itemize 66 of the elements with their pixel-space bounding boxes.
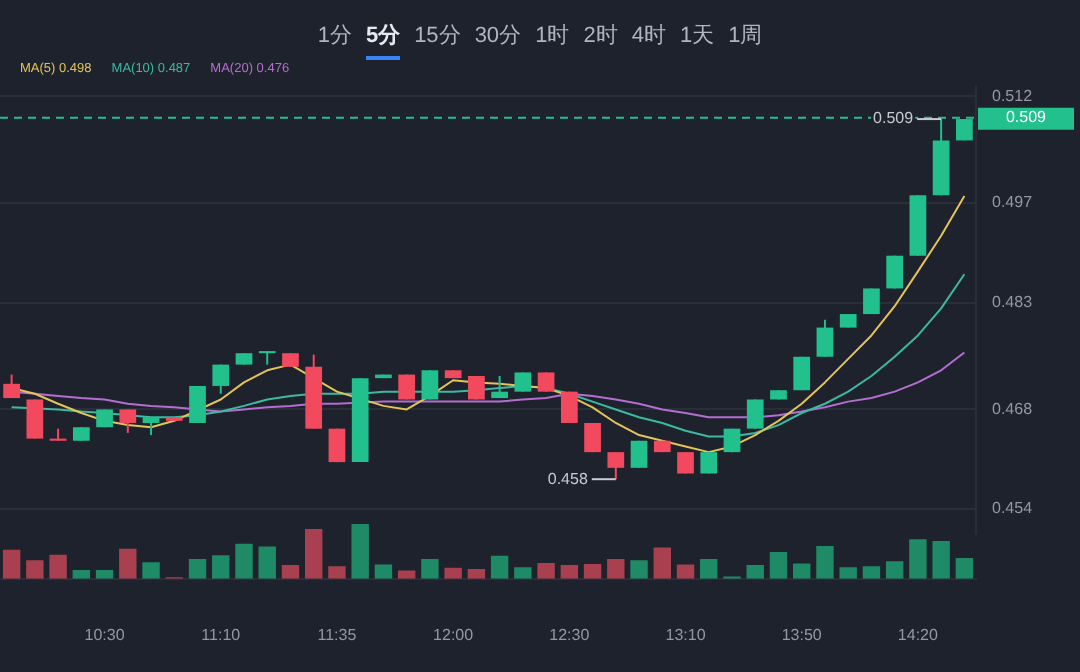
- bar: [26, 560, 44, 579]
- bar: [839, 567, 857, 579]
- x-tick-label: 11:10: [201, 626, 242, 645]
- x-tick-label: 14:20: [897, 626, 940, 645]
- candlestick: [560, 390, 578, 424]
- bar: [188, 559, 207, 579]
- bar: [700, 559, 718, 579]
- bar: [955, 557, 974, 579]
- bar: [2, 549, 21, 579]
- y-tick-label: 0.512: [992, 86, 1034, 105]
- x-tick-label: 11:35: [317, 626, 358, 645]
- bar: [909, 539, 927, 579]
- candlestick: [119, 408, 137, 434]
- bar: [932, 540, 950, 579]
- bar: [514, 567, 532, 579]
- y-tick-label: 0.468: [992, 399, 1034, 418]
- y-tick-label: 0.454: [992, 499, 1034, 518]
- bar: [351, 524, 369, 579]
- candlestick: [514, 371, 532, 393]
- ref-line-label: 0.509: [1005, 108, 1048, 127]
- bar: [235, 543, 253, 579]
- chart-title: 1分 5分 15分 30分 1时 2时 4时 1天 1周: [317, 24, 763, 48]
- bar: [281, 565, 300, 579]
- bar: [746, 565, 764, 579]
- x-tick-label: 13:10: [665, 626, 707, 645]
- candlestick: [189, 384, 206, 424]
- annotation: 0.458: [547, 469, 589, 488]
- x-tick-label: 12:00: [433, 626, 475, 645]
- bar: [583, 564, 602, 579]
- candlestick: [746, 398, 764, 430]
- candlestick: [816, 318, 834, 358]
- annotation: 0.509: [873, 109, 915, 128]
- y-tick-label: 0.497: [992, 193, 1034, 212]
- bar: [653, 547, 671, 579]
- bar: [49, 554, 67, 579]
- bar: [560, 565, 579, 579]
- bar: [328, 566, 346, 579]
- candlestick: [421, 369, 439, 401]
- bar: [444, 567, 462, 579]
- candlestick: [26, 398, 44, 440]
- bar: [258, 546, 276, 579]
- candlestick: [630, 439, 648, 469]
- candlestick: [863, 287, 880, 316]
- candlestick: [677, 451, 694, 475]
- bar: [537, 562, 555, 579]
- bar: [305, 528, 323, 579]
- candlestick: [700, 451, 718, 475]
- bar: [816, 545, 834, 579]
- bar: [142, 562, 160, 579]
- bar: [862, 566, 881, 579]
- candlestick: [607, 451, 625, 481]
- y-tick-label: 0.483: [992, 293, 1034, 312]
- bar: [490, 555, 509, 579]
- candlestick: [537, 371, 555, 393]
- bar: [212, 555, 230, 579]
- bar: [119, 548, 137, 579]
- bar: [793, 563, 811, 579]
- candlestick: [212, 363, 230, 395]
- bar: [885, 561, 904, 579]
- bar: [421, 559, 439, 579]
- x-tick-label: 10:30: [84, 626, 126, 645]
- bar: [630, 560, 648, 579]
- x-tick-label: 13:50: [781, 626, 823, 645]
- bar: [769, 551, 788, 579]
- x-tick-label: 12:30: [549, 626, 591, 645]
- bar: [607, 559, 625, 579]
